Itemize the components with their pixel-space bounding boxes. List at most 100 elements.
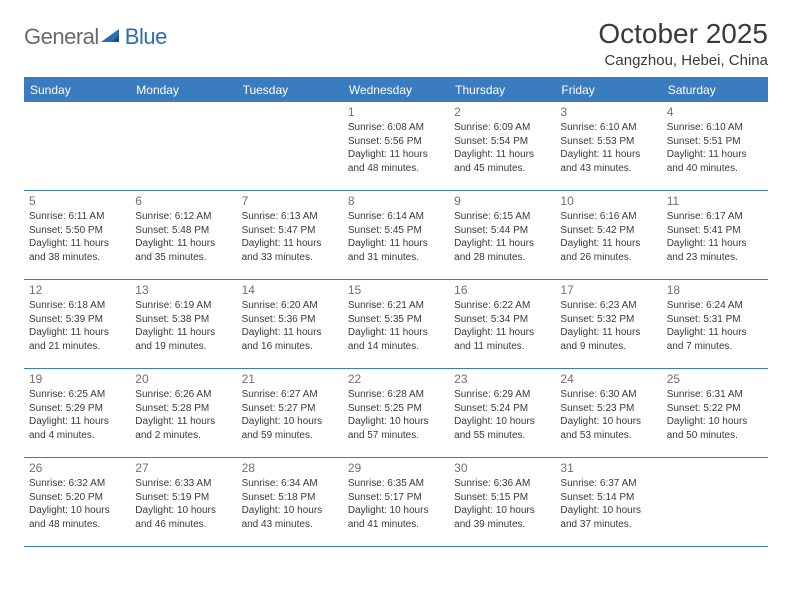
day-number: 24 (560, 372, 656, 386)
weeks: 1 Sunrise: 6:08 AMSunset: 5:56 PMDaylight… (24, 102, 768, 547)
day-cell: 19 Sunrise: 6:25 AMSunset: 5:29 PMDayligh… (24, 369, 130, 457)
day-number: 13 (135, 283, 231, 297)
day-number: 16 (454, 283, 550, 297)
day-details: Sunrise: 6:12 AMSunset: 5:48 PMDaylight:… (135, 210, 231, 264)
dow-friday: Friday (555, 79, 661, 102)
dow-sunday: Sunday (24, 79, 130, 102)
day-cell (24, 102, 130, 190)
day-cell: 8 Sunrise: 6:14 AMSunset: 5:45 PMDaylight… (343, 191, 449, 279)
day-details: Sunrise: 6:14 AMSunset: 5:45 PMDaylight:… (348, 210, 444, 264)
day-cell (237, 102, 343, 190)
day-number: 30 (454, 461, 550, 475)
dow-saturday: Saturday (662, 79, 768, 102)
day-details: Sunrise: 6:35 AMSunset: 5:17 PMDaylight:… (348, 477, 444, 531)
day-cell: 15 Sunrise: 6:21 AMSunset: 5:35 PMDayligh… (343, 280, 449, 368)
title-block: October 2025 Cangzhou, Hebei, China (598, 18, 768, 69)
day-number: 28 (242, 461, 338, 475)
month-title: October 2025 (598, 18, 768, 50)
header: General Blue October 2025 Cangzhou, Hebe… (24, 18, 768, 69)
day-cell: 23 Sunrise: 6:29 AMSunset: 5:24 PMDayligh… (449, 369, 555, 457)
day-details: Sunrise: 6:15 AMSunset: 5:44 PMDaylight:… (454, 210, 550, 264)
day-number: 20 (135, 372, 231, 386)
day-number: 15 (348, 283, 444, 297)
day-number: 6 (135, 194, 231, 208)
day-number: 29 (348, 461, 444, 475)
day-cell: 21 Sunrise: 6:27 AMSunset: 5:27 PMDayligh… (237, 369, 343, 457)
day-number: 31 (560, 461, 656, 475)
dow-monday: Monday (130, 79, 236, 102)
day-number: 19 (29, 372, 125, 386)
day-number: 2 (454, 105, 550, 119)
day-number: 18 (667, 283, 763, 297)
day-details: Sunrise: 6:27 AMSunset: 5:27 PMDaylight:… (242, 388, 338, 442)
day-details: Sunrise: 6:10 AMSunset: 5:51 PMDaylight:… (667, 121, 763, 175)
day-cell: 18 Sunrise: 6:24 AMSunset: 5:31 PMDayligh… (662, 280, 768, 368)
day-number: 23 (454, 372, 550, 386)
day-cell: 12 Sunrise: 6:18 AMSunset: 5:39 PMDayligh… (24, 280, 130, 368)
day-cell: 6 Sunrise: 6:12 AMSunset: 5:48 PMDaylight… (130, 191, 236, 279)
day-details: Sunrise: 6:33 AMSunset: 5:19 PMDaylight:… (135, 477, 231, 531)
dow-thursday: Thursday (449, 79, 555, 102)
day-cell: 5Sunrise: 6:11 AMSunset: 5:50 PMDaylight… (24, 191, 130, 279)
day-details: Sunrise: 6:08 AMSunset: 5:56 PMDaylight:… (348, 121, 444, 175)
day-number: 4 (667, 105, 763, 119)
week-row: 12 Sunrise: 6:18 AMSunset: 5:39 PMDayligh… (24, 280, 768, 369)
day-details: Sunrise: 6:34 AMSunset: 5:18 PMDaylight:… (242, 477, 338, 531)
calendar-page: General Blue October 2025 Cangzhou, Hebe… (0, 0, 792, 555)
day-details: Sunrise: 6:29 AMSunset: 5:24 PMDaylight:… (454, 388, 550, 442)
day-number: 5 (29, 194, 125, 208)
brand-triangle-icon (101, 27, 123, 48)
brand-logo: General Blue (24, 18, 167, 50)
day-details: Sunrise: 6:20 AMSunset: 5:36 PMDaylight:… (242, 299, 338, 353)
day-details: Sunrise: 6:09 AMSunset: 5:54 PMDaylight:… (454, 121, 550, 175)
day-cell: 30 Sunrise: 6:36 AMSunset: 5:15 PMDayligh… (449, 458, 555, 546)
day-details: Sunrise: 6:28 AMSunset: 5:25 PMDaylight:… (348, 388, 444, 442)
day-number: 10 (560, 194, 656, 208)
day-number: 21 (242, 372, 338, 386)
day-details: Sunrise: 6:22 AMSunset: 5:34 PMDaylight:… (454, 299, 550, 353)
day-cell: 7Sunrise: 6:13 AMSunset: 5:47 PMDaylight… (237, 191, 343, 279)
day-details: Sunrise: 6:13 AMSunset: 5:47 PMDaylight:… (242, 210, 338, 264)
day-cell: 17 Sunrise: 6:23 AMSunset: 5:32 PMDayligh… (555, 280, 661, 368)
day-cell: 27Sunrise: 6:33 AMSunset: 5:19 PMDayligh… (130, 458, 236, 546)
day-cell: 29 Sunrise: 6:35 AMSunset: 5:17 PMDayligh… (343, 458, 449, 546)
day-details: Sunrise: 6:23 AMSunset: 5:32 PMDaylight:… (560, 299, 656, 353)
calendar: SundayMondayTuesdayWednesdayThursdayFrid… (24, 77, 768, 547)
day-details: Sunrise: 6:24 AMSunset: 5:31 PMDaylight:… (667, 299, 763, 353)
day-details: Sunrise: 6:25 AMSunset: 5:29 PMDaylight:… (29, 388, 125, 442)
day-cell: 9Sunrise: 6:15 AMSunset: 5:44 PMDaylight… (449, 191, 555, 279)
day-details: Sunrise: 6:37 AMSunset: 5:14 PMDaylight:… (560, 477, 656, 531)
day-number: 22 (348, 372, 444, 386)
day-number: 26 (29, 461, 125, 475)
day-cell: 2 Sunrise: 6:09 AMSunset: 5:54 PMDaylight… (449, 102, 555, 190)
day-details: Sunrise: 6:36 AMSunset: 5:15 PMDaylight:… (454, 477, 550, 531)
day-number: 1 (348, 105, 444, 119)
dow-row: SundayMondayTuesdayWednesdayThursdayFrid… (24, 79, 768, 102)
week-row: 19 Sunrise: 6:25 AMSunset: 5:29 PMDayligh… (24, 369, 768, 458)
day-details: Sunrise: 6:18 AMSunset: 5:39 PMDaylight:… (29, 299, 125, 353)
brand-blue: Blue (125, 24, 167, 50)
day-cell: 28 Sunrise: 6:34 AMSunset: 5:18 PMDayligh… (237, 458, 343, 546)
day-cell (662, 458, 768, 546)
dow-tuesday: Tuesday (237, 79, 343, 102)
day-details: Sunrise: 6:21 AMSunset: 5:35 PMDaylight:… (348, 299, 444, 353)
day-details: Sunrise: 6:10 AMSunset: 5:53 PMDaylight:… (560, 121, 656, 175)
week-row: 26Sunrise: 6:32 AMSunset: 5:20 PMDayligh… (24, 458, 768, 547)
day-cell (130, 102, 236, 190)
day-cell: 11Sunrise: 6:17 AMSunset: 5:41 PMDayligh… (662, 191, 768, 279)
day-details: Sunrise: 6:30 AMSunset: 5:23 PMDaylight:… (560, 388, 656, 442)
day-number: 12 (29, 283, 125, 297)
day-details: Sunrise: 6:31 AMSunset: 5:22 PMDaylight:… (667, 388, 763, 442)
day-details: Sunrise: 6:26 AMSunset: 5:28 PMDaylight:… (135, 388, 231, 442)
location: Cangzhou, Hebei, China (598, 52, 768, 69)
day-cell: 24 Sunrise: 6:30 AMSunset: 5:23 PMDayligh… (555, 369, 661, 457)
day-number: 11 (667, 194, 763, 208)
day-cell: 14 Sunrise: 6:20 AMSunset: 5:36 PMDayligh… (237, 280, 343, 368)
day-number: 25 (667, 372, 763, 386)
day-number: 14 (242, 283, 338, 297)
day-number: 8 (348, 194, 444, 208)
day-number: 17 (560, 283, 656, 297)
day-details: Sunrise: 6:16 AMSunset: 5:42 PMDaylight:… (560, 210, 656, 264)
day-cell: 31 Sunrise: 6:37 AMSunset: 5:14 PMDayligh… (555, 458, 661, 546)
dow-wednesday: Wednesday (343, 79, 449, 102)
